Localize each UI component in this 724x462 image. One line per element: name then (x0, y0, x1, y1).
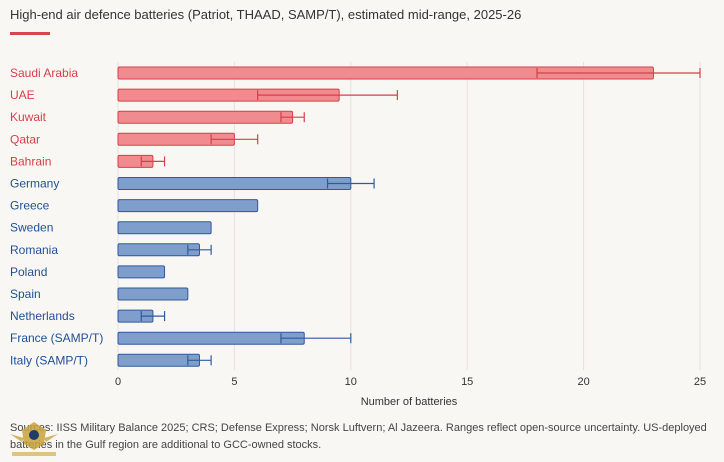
category-labels: Saudi Arabia UAE Kuwait Qatar Bahrain Germany… (10, 66, 103, 367)
x-tick-label: 25 (694, 376, 706, 388)
category-label: Spain (10, 287, 41, 301)
category-label: Romania (10, 243, 58, 257)
category-label: Qatar (10, 132, 40, 146)
bars (117, 66, 654, 367)
x-tick-label: 15 (461, 376, 473, 388)
x-axis-label: Number of batteries (361, 396, 458, 408)
error-bars (140, 68, 701, 366)
bar (117, 331, 305, 345)
bar-chart: Saudi Arabia UAE Kuwait Qatar Bahrain Germany… (10, 62, 706, 408)
bar (117, 110, 294, 124)
source-note: Sources: IISS Military Balance 2025; CRS… (10, 422, 707, 451)
bar (117, 265, 166, 279)
category-label: Saudi Arabia (10, 66, 78, 80)
x-tick-label: 10 (345, 376, 357, 388)
bar (117, 177, 352, 190)
chart-subtitle: High-end air defence batteries (Patriot,… (10, 7, 522, 22)
category-label: Poland (10, 265, 47, 279)
x-tick-label: 5 (231, 376, 237, 388)
bar (117, 287, 189, 301)
bar (117, 199, 259, 213)
category-label: France (SAMP/T) (10, 331, 103, 345)
category-label: Italy (SAMP/T) (10, 353, 88, 367)
forum-logo (10, 422, 58, 456)
category-label: Greece (10, 199, 50, 213)
accent-rule (10, 32, 50, 35)
x-axis-ticks: 0 5 10 15 20 25 (115, 376, 706, 388)
gridlines (117, 62, 701, 370)
category-label: Kuwait (10, 110, 47, 124)
bar (117, 221, 212, 235)
x-tick-label: 0 (115, 376, 121, 388)
category-label: Sweden (10, 221, 53, 235)
category-label: Germany (10, 177, 59, 191)
category-label: Netherlands (10, 309, 75, 323)
x-tick-label: 20 (577, 376, 589, 388)
category-label: UAE (10, 88, 35, 102)
category-label: Bahrain (10, 154, 51, 168)
